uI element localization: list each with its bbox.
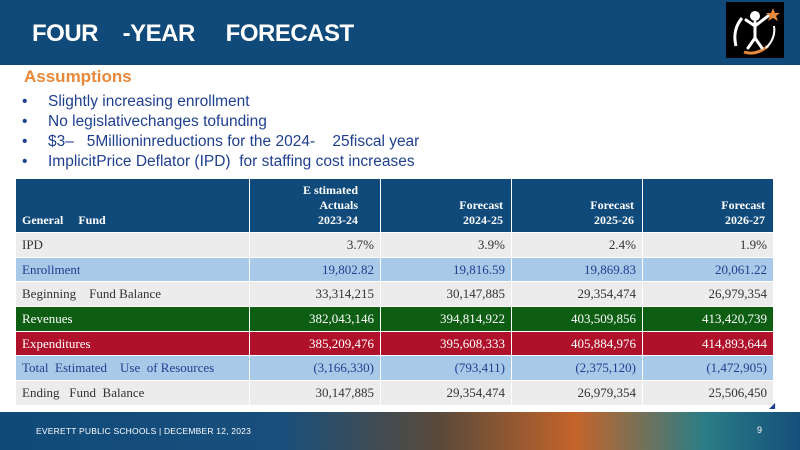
header-forecast-2025-26: Forecast 2025-26 [511, 178, 643, 233]
district-logo-icon [726, 2, 784, 58]
table-row-ipd: IPD 3.7% 3.9% 2.4% 1.9% [15, 232, 774, 258]
table-row-use-of-resources: Total Estimated Use of Resources (3,166,… [15, 355, 774, 382]
cell-value: (793,411) [380, 355, 512, 382]
cell-value: 3.7% [249, 232, 381, 258]
footer-text: EVERETT PUBLIC SCHOOLS | DECEMBER 12, 20… [36, 426, 251, 436]
row-label: Expenditures [15, 330, 250, 357]
row-label: Revenues [15, 306, 250, 332]
row-label: IPD [15, 232, 250, 258]
header-estimated-actuals: E stimated Actuals 2023-24 [249, 178, 381, 233]
assumption-item: • ImplicitPrice Deflator (IPD) for staffi… [22, 152, 419, 172]
cell-value: 1.9% [642, 232, 774, 258]
cell-value: 405,884,976 [511, 330, 643, 357]
cell-value: 385,209,476 [249, 330, 381, 357]
header-forecast-2026-27: Forecast 2026-27 [642, 178, 774, 233]
header-line: Forecast [721, 198, 765, 212]
row-label: Ending Fund Balance [15, 380, 250, 406]
header-line: 2025-26 [594, 213, 634, 227]
header-general-fund: General Fund [15, 178, 250, 233]
bullet-icon: • [22, 113, 28, 130]
cell-value: 33,314,215 [249, 281, 381, 308]
header-forecast-2024-25: Forecast 2024-25 [380, 178, 512, 233]
assumption-text: No legislativechanges tofunding [48, 113, 267, 130]
assumption-item: • No legislativechanges tofunding [22, 112, 419, 132]
table-row-expenditures: Expenditures 385,209,476 395,608,333 405… [15, 330, 774, 357]
cell-value: 394,814,922 [380, 306, 512, 332]
assumptions-list: • Slightly increasing enrollment • No legi… [22, 92, 419, 172]
assumption-item: • Slightly increasing enrollment [22, 92, 419, 112]
cell-value: 3.9% [380, 232, 512, 258]
cell-value: 19,802.82 [249, 256, 381, 283]
cell-value: 29,354,474 [380, 380, 512, 406]
table-row-ending-balance: Ending Fund Balance 30,147,885 29,354,47… [15, 380, 774, 406]
assumption-text: Slightly increasing enrollment [48, 93, 250, 110]
cell-value: 403,509,856 [511, 306, 643, 332]
row-label: Enrollment [15, 256, 250, 283]
bullet-icon: • [22, 153, 28, 170]
header-line: 2024-25 [463, 213, 503, 227]
cell-value: 26,979,354 [511, 380, 643, 406]
cell-value: 29,354,474 [511, 281, 643, 308]
cell-value: 25,506,450 [642, 380, 774, 406]
header-line: 2026-27 [725, 213, 765, 227]
cell-value: 2.4% [511, 232, 643, 258]
table-row-beginning-balance: Beginning Fund Balance 33,314,215 30,147… [15, 281, 774, 308]
bullet-icon: • [22, 93, 28, 110]
cell-value: 382,043,146 [249, 306, 381, 332]
assumption-text: ImplicitPrice Deflator (IPD) for staffin… [48, 153, 415, 170]
cell-value: 414,893,644 [642, 330, 774, 357]
row-label: Beginning Fund Balance [15, 281, 250, 308]
row-label: Total Estimated Use of Resources [15, 355, 250, 382]
slide-footer-bar [0, 412, 800, 450]
general-fund-forecast-table: General Fund E stimated Actuals 2023-24 … [15, 178, 774, 406]
assumptions-heading: Assumptions [24, 67, 132, 86]
table-header-row: General Fund E stimated Actuals 2023-24 … [15, 178, 774, 233]
cell-value: 19,816.59 [380, 256, 512, 283]
bullet-icon: • [22, 133, 28, 150]
cell-value: 30,147,885 [380, 281, 512, 308]
cell-value: 395,608,333 [380, 330, 512, 357]
cell-value: 26,979,354 [642, 281, 774, 308]
cell-value: (3,166,330) [249, 355, 381, 382]
assumption-item: • $3– 5Millioninreductions for the 2024- … [22, 132, 419, 152]
table-row-revenues: Revenues 382,043,146 394,814,922 403,509… [15, 306, 774, 332]
corner-marker-icon: ◢ [769, 401, 776, 410]
slide-header: FOUR -YEAR FORECAST [0, 0, 800, 65]
header-line: 2023-24 [318, 213, 358, 227]
cell-value: 20,061.22 [642, 256, 774, 283]
table-row-enrollment: Enrollment 19,802.82 19,816.59 19,869.83… [15, 256, 774, 283]
cell-value: (2,375,120) [511, 355, 643, 382]
assumption-text: $3– 5Millioninreductions for the 2024- 2… [48, 133, 420, 150]
cell-value: 19,869.83 [511, 256, 643, 283]
cell-value: 413,420,739 [642, 306, 774, 332]
header-line: Actuals [319, 198, 358, 212]
slide-title: FOUR -YEAR FORECAST [32, 20, 354, 47]
header-line: Forecast [459, 198, 503, 212]
cell-value: (1,472,905) [642, 355, 774, 382]
header-line: Forecast [590, 198, 634, 212]
page-number: 9 [757, 425, 763, 435]
cell-value: 30,147,885 [249, 380, 381, 406]
header-line: E stimated [303, 183, 358, 197]
